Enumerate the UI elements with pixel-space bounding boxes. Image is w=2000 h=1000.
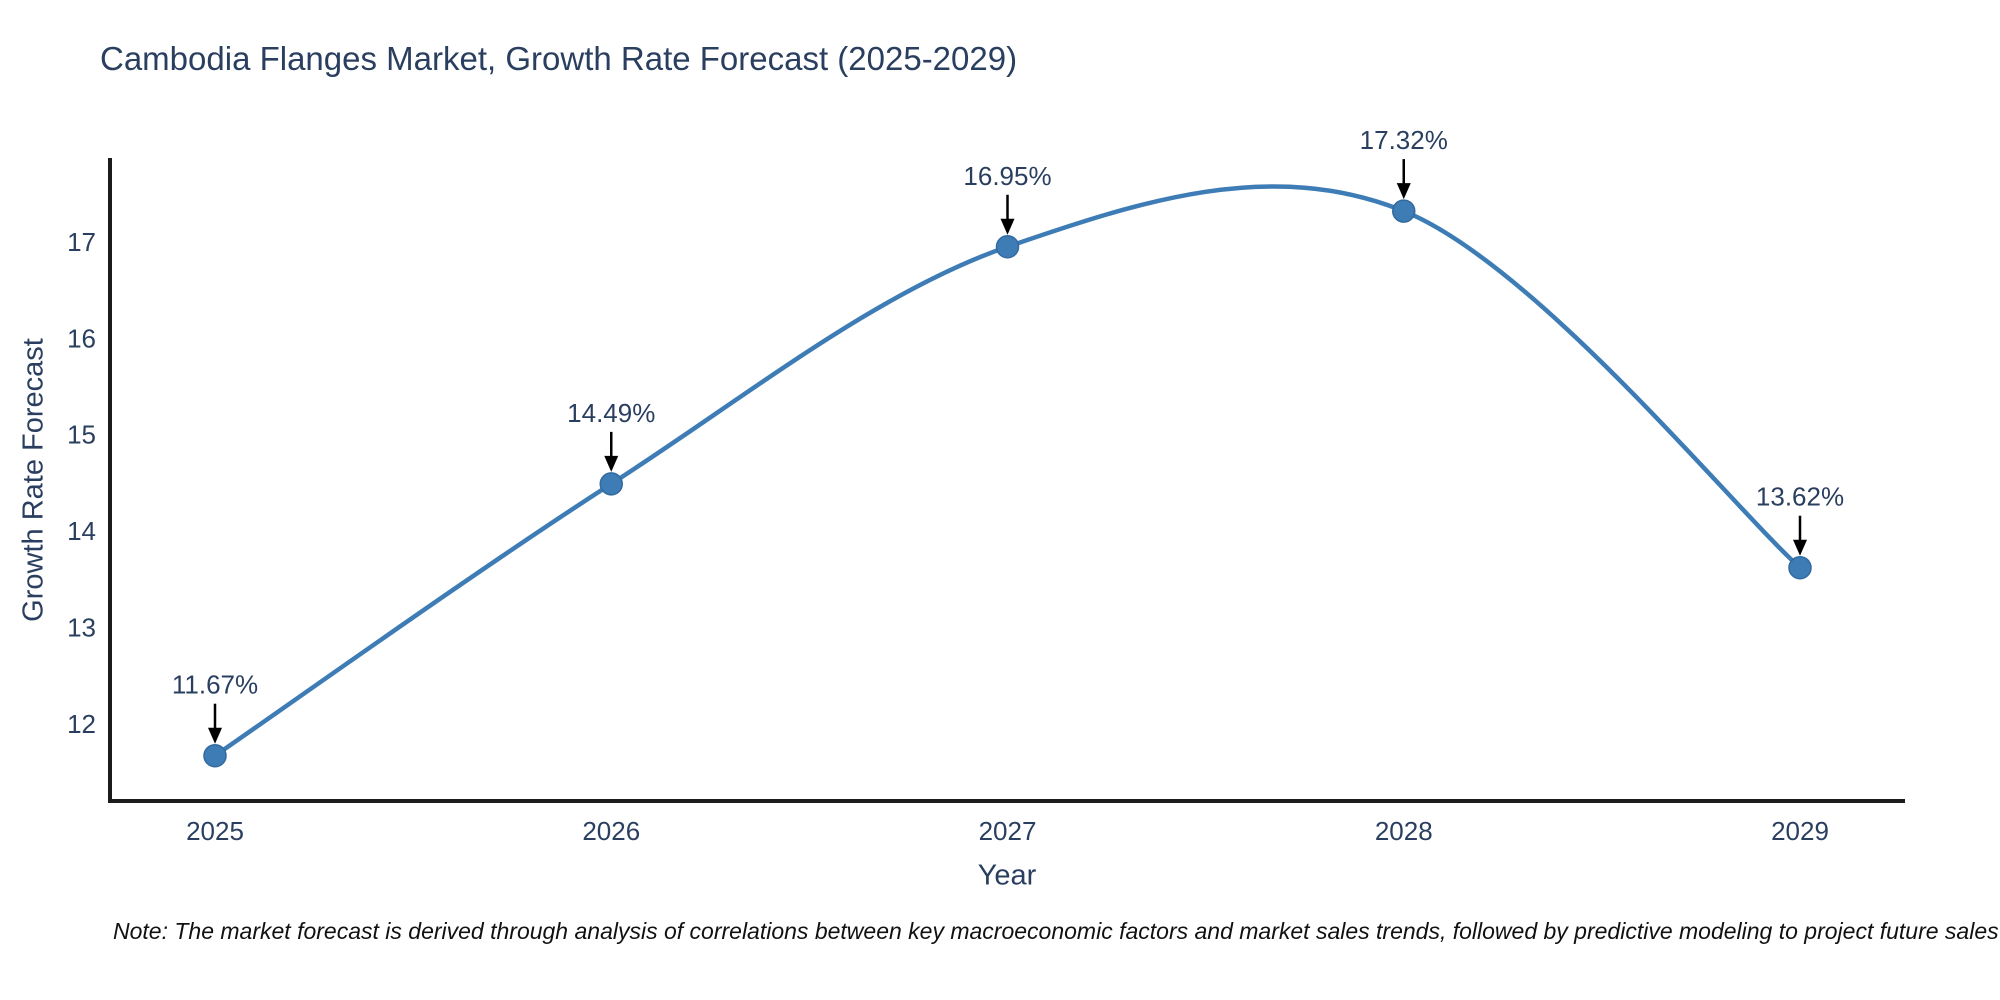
chart-title: Cambodia Flanges Market, Growth Rate For… [100, 40, 1018, 77]
data-point-annotations: 11.67% 14.49% 16.95% 17.32% 13.62% [172, 125, 1844, 744]
y-axis-tick-labels: 12 13 14 15 16 17 [67, 227, 96, 739]
x-tick-label: 2026 [582, 816, 640, 846]
annotation-arrowhead-icon [604, 455, 619, 472]
data-point-marker[interactable] [203, 743, 227, 768]
x-axis-tick-labels: 2025 2026 2027 2028 2029 [186, 816, 1829, 846]
data-point-marker[interactable] [599, 472, 623, 496]
y-tick-label: 17 [67, 227, 96, 257]
y-tick-label: 16 [67, 323, 96, 353]
annotation-arrowhead-icon [1396, 183, 1411, 200]
x-axis-title: Year [977, 859, 1037, 892]
data-point-marker[interactable] [1392, 199, 1416, 223]
annotation-arrowhead-icon [1000, 218, 1015, 235]
annotation-label: 14.49% [567, 398, 655, 428]
data-point-markers [203, 199, 1812, 768]
x-tick-label: 2028 [1375, 816, 1433, 846]
y-tick-label: 15 [67, 420, 96, 450]
annotation-label: 11.67% [172, 670, 258, 700]
forecast-line-series [213, 184, 1802, 758]
x-tick-label: 2025 [186, 816, 244, 846]
annotation-label: 16.95% [963, 161, 1051, 191]
annotation-label: 17.32% [1360, 125, 1448, 155]
y-tick-label: 13 [67, 612, 96, 642]
y-tick-label: 14 [67, 516, 96, 546]
data-point-marker[interactable] [995, 235, 1020, 259]
x-tick-label: 2027 [979, 816, 1037, 846]
data-point-marker[interactable] [1788, 555, 1812, 580]
annotation-arrowhead-icon [1793, 539, 1807, 556]
chart-footnote: Note: The market forecast is derived thr… [113, 918, 1999, 944]
y-tick-label: 12 [67, 709, 96, 739]
x-tick-label: 2029 [1771, 816, 1829, 846]
annotation-arrowhead-icon [208, 727, 222, 744]
annotation-label: 13.62% [1756, 482, 1844, 512]
forecast-spline-path [213, 184, 1802, 758]
